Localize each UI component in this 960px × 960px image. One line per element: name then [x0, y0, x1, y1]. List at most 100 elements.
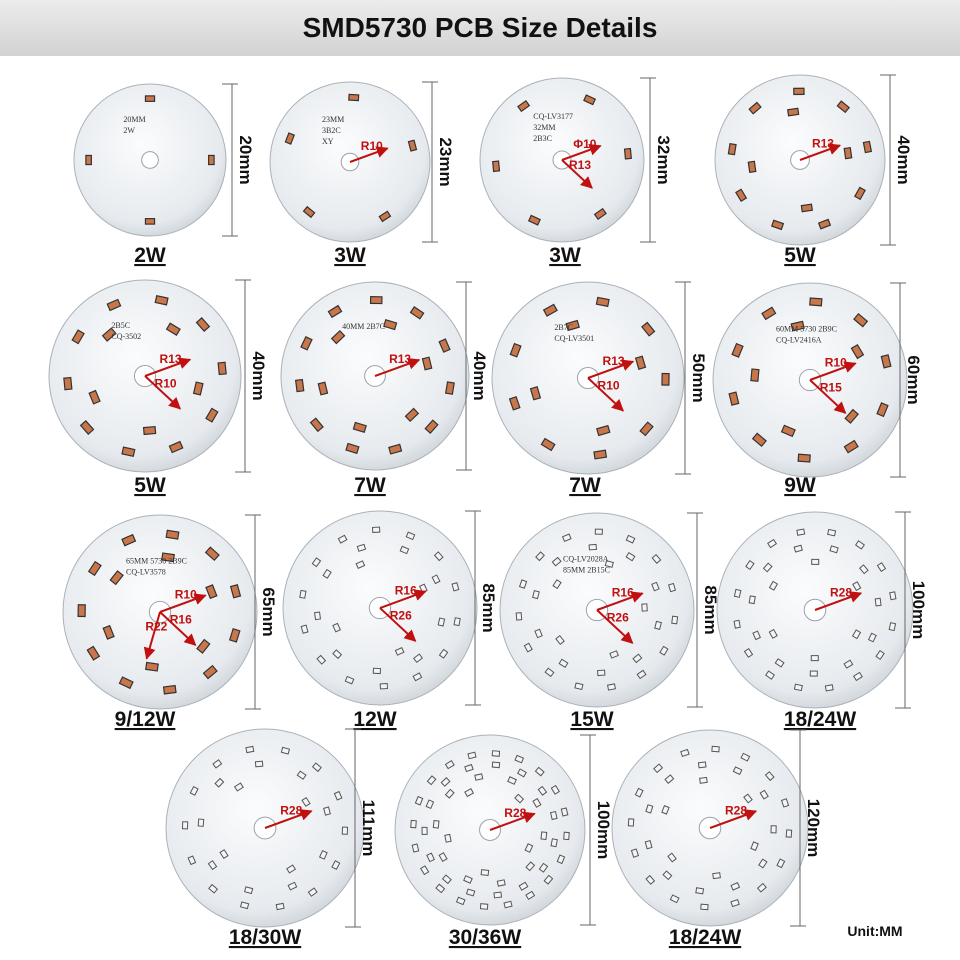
led-pad: [441, 874, 452, 885]
led-pad: [862, 140, 873, 154]
led-pad: [732, 766, 743, 776]
pcb-board: R13 40mm 5W: [714, 74, 913, 267]
led-pad: [467, 751, 477, 760]
led-pad: [751, 432, 767, 448]
led-pad: [876, 402, 889, 418]
led-pad: [765, 670, 776, 680]
led-pad: [800, 203, 813, 213]
led-pad: [854, 186, 866, 201]
silkscreen-text: CQ-LV3501: [554, 334, 594, 343]
silkscreen-text: 65MM 5730 2B9C: [126, 557, 187, 566]
led-pad: [593, 449, 608, 460]
led-pad: [464, 787, 475, 798]
led-pad: [669, 894, 680, 904]
led-pad: [196, 638, 211, 654]
led-pad: [565, 319, 580, 332]
radius-label: R10: [825, 356, 847, 370]
led-pad: [438, 338, 451, 353]
radius-arrow: [799, 143, 842, 161]
led-pad: [858, 564, 869, 575]
pcb-board: 2B7C CQ-LV3501 R13 R10 50mm 7W: [491, 281, 708, 497]
led-pad: [327, 304, 343, 319]
led-pad: [496, 879, 506, 887]
led-pad: [747, 160, 757, 173]
radius-arrow: [144, 357, 192, 377]
radius-label: R16: [612, 586, 634, 600]
led-pad: [761, 306, 777, 321]
led-pad: [383, 319, 398, 331]
led-pad: [810, 655, 819, 662]
led-pad: [378, 210, 392, 223]
led-pad: [195, 317, 211, 332]
led-pad: [811, 558, 820, 565]
led-pad: [322, 568, 332, 579]
led-pad: [212, 759, 223, 769]
led-pad: [503, 900, 513, 909]
radius-arrow: [587, 377, 624, 412]
page-title: SMD5730 PCB Size Details: [303, 12, 658, 43]
radius-label: R26: [390, 609, 412, 623]
led-pad: [426, 775, 437, 786]
led-pad: [874, 597, 882, 607]
led-pad: [154, 294, 169, 306]
led-pad: [699, 776, 708, 784]
pcb-board: CQ-LV3177 32MM 2B3C Φ10 R13 32mm 3W: [479, 77, 673, 267]
led-pad: [644, 840, 653, 850]
led-pad: [756, 882, 767, 893]
led-pad: [275, 902, 285, 911]
led-pad: [85, 154, 92, 166]
led-pad: [851, 629, 862, 640]
led-pad: [294, 378, 305, 393]
led-pad: [421, 356, 433, 371]
watt-label: 12W: [353, 708, 396, 731]
led-pad: [369, 296, 383, 305]
led-pad: [440, 777, 451, 787]
led-pad: [594, 528, 603, 535]
led-pad: [651, 553, 662, 564]
led-pad: [588, 543, 597, 551]
led-pad: [424, 419, 439, 434]
led-pad: [233, 782, 244, 792]
led-pad: [609, 650, 619, 659]
led-pad: [793, 87, 805, 96]
led-pad: [181, 821, 189, 830]
led-pad: [187, 855, 197, 866]
radius-arrow: [587, 359, 635, 379]
led-pad: [438, 852, 448, 863]
led-pad: [770, 825, 777, 834]
led-pad: [604, 560, 614, 568]
led-pad: [543, 874, 554, 885]
size-label: 85mm: [701, 585, 720, 634]
radius-label: R13: [389, 352, 411, 366]
led-pad: [372, 667, 382, 675]
led-pad: [759, 789, 769, 800]
led-pad: [774, 658, 785, 668]
led-pad: [534, 628, 543, 639]
pcb-board: 23MM 3B2C XY R10 23mm 3W: [269, 81, 455, 267]
led-pad: [106, 298, 122, 312]
pcb-board: R28 111mm 18/30W: [165, 728, 378, 949]
led-pad: [330, 329, 346, 345]
title-band: [0, 0, 960, 56]
led-pad: [337, 534, 348, 544]
led-pad: [451, 582, 460, 592]
size-label: 60mm: [904, 355, 923, 404]
silkscreen-text: 3B2C: [322, 126, 341, 135]
led-pad: [550, 784, 560, 795]
led-pad: [809, 670, 818, 677]
radius-arrow: [489, 811, 536, 831]
watt-label: 5W: [784, 244, 816, 267]
silkscreen-text: 20MM: [123, 115, 145, 124]
led-pad: [414, 795, 424, 806]
led-pad: [639, 421, 654, 437]
radius-label: R16: [170, 613, 192, 627]
size-label: 40mm: [470, 351, 489, 400]
silkscreen-text: CQ-LV3578: [126, 568, 166, 577]
led-pad: [412, 672, 423, 682]
pcb-board: CQ-LV2028A 85MM 2B15C R16 R26 85mm 15W: [499, 512, 720, 731]
led-pad: [118, 676, 134, 690]
led-pad: [208, 154, 215, 166]
led-pad: [204, 546, 220, 562]
